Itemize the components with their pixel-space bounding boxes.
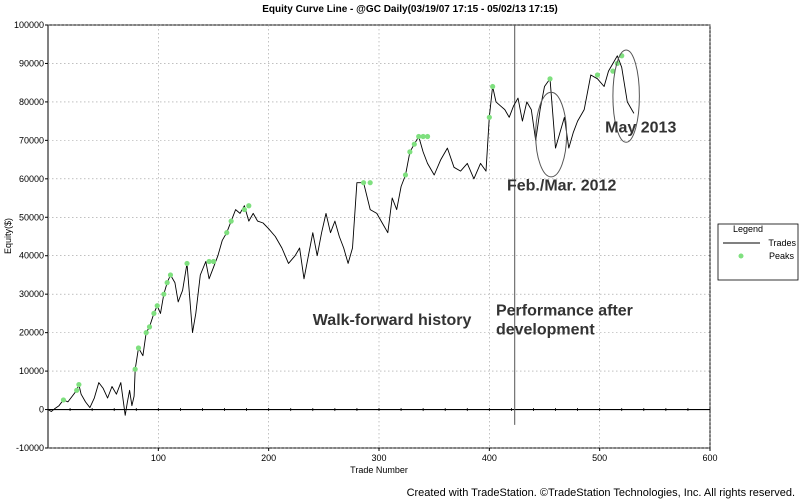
peak-point: [74, 387, 80, 393]
annotation-text: Walk-forward history: [313, 312, 472, 329]
peak-point: [206, 258, 212, 265]
peak-point: [402, 172, 409, 178]
x-tick-label: 300: [371, 453, 386, 463]
axes: -10000 0 10000 20000 30000 40000 50000 60000 700…: [14, 20, 718, 463]
grid: [48, 24, 711, 449]
peak-point: [360, 180, 367, 186]
y-tick-label: 0: [39, 405, 44, 415]
peak-point: [424, 133, 431, 140]
peak-point: [161, 291, 167, 297]
y-tick-label: 80000: [19, 97, 44, 107]
annotations: Walk-forward history Performance after dev…: [313, 49, 676, 339]
annotation-text: Performance after: [496, 302, 633, 319]
peak-point: [241, 206, 247, 213]
series: [47, 53, 635, 416]
peak-point: [228, 218, 234, 224]
peak-point: [246, 203, 252, 209]
plot-area: [47, 24, 711, 449]
x-tick-label: 500: [592, 453, 607, 463]
peak-point: [151, 310, 157, 317]
annotation-text: development: [496, 322, 595, 339]
y-tick-label: 40000: [19, 251, 44, 261]
trades-equity-line: [47, 55, 635, 416]
peak-point: [143, 330, 149, 336]
x-tick-label: 600: [702, 453, 717, 463]
peak-point: [210, 258, 217, 265]
peak-point: [184, 260, 190, 267]
highlight-ellipse: [612, 49, 640, 143]
peak-point: [154, 303, 160, 309]
legend-peaks-label: Peaks: [769, 251, 795, 261]
x-tick-label: 100: [151, 453, 166, 463]
chart-title: Equity Curve Line - @GC Daily(03/19/07 1…: [262, 4, 557, 15]
peak-point: [490, 83, 496, 90]
peak-point: [135, 345, 142, 351]
y-tick-label: 10000: [19, 366, 44, 376]
peak-point: [547, 76, 553, 82]
footer-copyright: Created with TradeStation. ©TradeStation…: [407, 487, 795, 499]
y-tick-label: 30000: [19, 289, 44, 299]
legend: Legend Trades Peaks: [717, 223, 799, 281]
y-tick-label: -10000: [16, 443, 44, 453]
peak-point: [407, 149, 413, 155]
legend-title: Legend: [733, 224, 763, 234]
x-tick-label: 400: [482, 453, 497, 463]
peak-point: [420, 133, 426, 140]
peak-point: [76, 381, 82, 388]
highlight-ellipse: [535, 91, 568, 178]
x-tick-label: 200: [261, 453, 276, 463]
peak-point: [367, 180, 373, 186]
x-axis-label: Trade Number: [350, 465, 408, 475]
annotation-text: Feb./Mar. 2012: [507, 177, 616, 194]
peak-point: [132, 366, 138, 372]
peak-point: [167, 272, 174, 278]
peak-point: [486, 114, 492, 120]
y-tick-label: 50000: [19, 212, 44, 222]
peak-point: [594, 72, 601, 78]
peak-point: [60, 397, 67, 403]
y-axis-label: Equity($): [3, 218, 13, 254]
legend-box: [717, 223, 799, 281]
y-tick-label: 20000: [19, 328, 44, 338]
y-tick-label: 100000: [14, 20, 44, 30]
y-tick-label: 60000: [19, 174, 44, 184]
y-tick-label: 70000: [19, 135, 44, 145]
peak-point: [164, 280, 170, 286]
annotation-text: May 2013: [605, 120, 676, 137]
peak-point: [416, 133, 422, 140]
y-tick-label: 90000: [19, 58, 44, 68]
peak-point: [146, 324, 153, 330]
legend-peaks-swatch: [738, 253, 744, 259]
peak-point: [610, 68, 616, 74]
peak-point: [411, 141, 417, 147]
peak-point: [224, 230, 230, 236]
legend-trades-label: Trades: [768, 238, 796, 248]
